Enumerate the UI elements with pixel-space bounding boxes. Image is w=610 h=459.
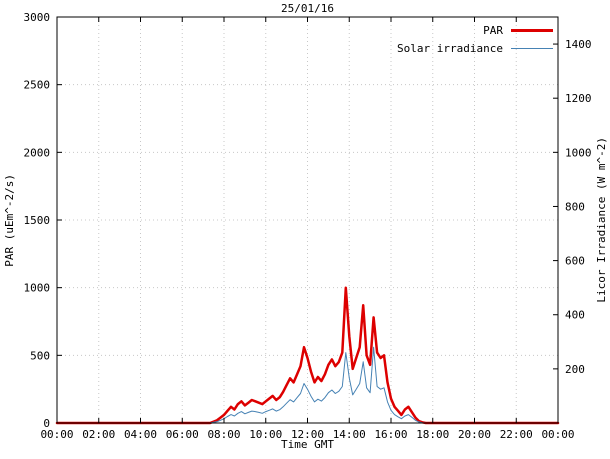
legend-item-solar: Solar irradiance (397, 42, 553, 55)
tick-label-y-left: 2000 (24, 146, 51, 159)
tick-label-y-left: 1500 (24, 214, 51, 227)
tick-label-x: 12:00 (291, 428, 324, 441)
tick-label-x: 06:00 (166, 428, 199, 441)
tick-label-y-right: 800 (565, 200, 585, 213)
tick-label-y-right: 600 (565, 255, 585, 268)
tick-label-x: 10:00 (249, 428, 282, 441)
series-line-par (55, 286, 560, 425)
tick-label-y-right: 400 (565, 309, 585, 322)
tick-label-y-right: 1000 (565, 146, 592, 159)
tick-label-x: 20:00 (458, 428, 491, 441)
legend-label-solar: Solar irradiance (397, 42, 503, 55)
tick-label-x: 14:00 (333, 428, 366, 441)
tick-label-x: 00:00 (40, 428, 73, 441)
tick-label-y-left: 2500 (24, 79, 51, 92)
legend-label-par: PAR (483, 24, 503, 37)
tick-label-x: 02:00 (82, 428, 115, 441)
tick-label-y-left: 0 (43, 417, 50, 430)
tick-label-y-right: 1400 (565, 38, 592, 51)
tick-label-x: 08:00 (207, 428, 240, 441)
tick-label-y-right: 200 (565, 363, 585, 376)
tick-label-y-left: 3000 (24, 11, 51, 24)
tick-label-x: 16:00 (374, 428, 407, 441)
tick-label-x: 00:00 (541, 428, 574, 441)
tick-label-x: 18:00 (416, 428, 449, 441)
tick-label-y-left: 500 (30, 349, 50, 362)
legend-item-par: PAR (397, 24, 553, 37)
tick-label-y-right: 1200 (565, 92, 592, 105)
tick-label-x: 04:00 (124, 428, 157, 441)
x-axis-label: Time GMT (281, 438, 334, 451)
legend-line-sample-par (511, 29, 553, 32)
legend: PAR Solar irradiance (397, 24, 553, 55)
chart-title: 25/01/16 (281, 2, 334, 15)
legend-line-sample-solar (511, 48, 553, 49)
tick-label-y-left: 1000 (24, 282, 51, 295)
tick-label-x: 22:00 (500, 428, 533, 441)
